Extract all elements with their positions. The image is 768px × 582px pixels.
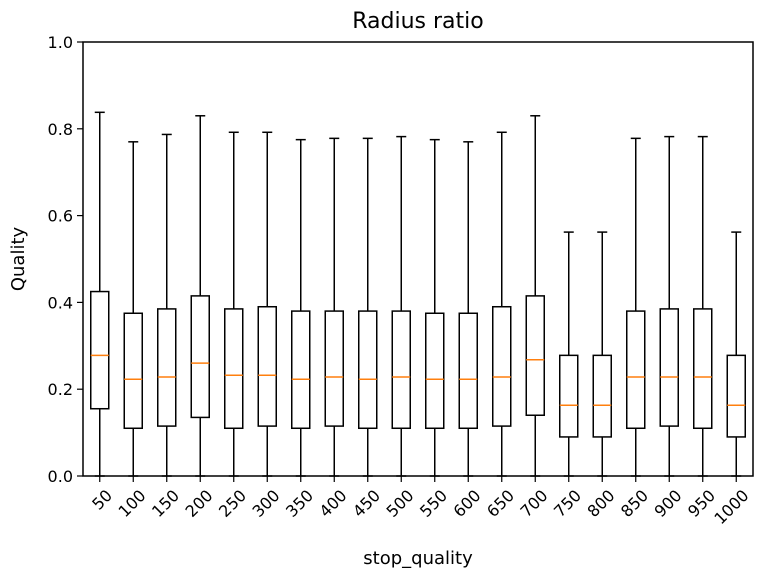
box-rect [492, 305, 512, 427]
box-rect [257, 305, 277, 427]
box-rect [90, 290, 110, 410]
box-rect [592, 354, 612, 438]
box-750 [559, 231, 579, 477]
box-rect [391, 310, 411, 430]
box-rect [123, 312, 143, 430]
x-axis-label: stop_quality [363, 548, 473, 569]
plot-frame [82, 41, 754, 477]
box-rect [358, 310, 378, 430]
box-500 [391, 135, 411, 477]
box-50 [90, 111, 110, 477]
box-600 [458, 141, 478, 477]
chart-title: Radius ratio [352, 9, 483, 34]
box-300 [257, 131, 277, 477]
box-350 [291, 138, 311, 477]
y-tick-label: 0.8 [48, 120, 73, 139]
y-tick-label: 0.2 [48, 380, 73, 399]
box-rect [425, 312, 445, 430]
box-rect [726, 354, 746, 438]
y-tick-label: 0.0 [48, 467, 73, 486]
box-150 [157, 133, 177, 477]
box-850 [626, 137, 646, 477]
box-rect [224, 308, 244, 430]
box-450 [358, 137, 378, 477]
box-700 [525, 115, 545, 477]
box-rect [659, 308, 679, 427]
box-rect [190, 295, 210, 419]
y-tick-label: 0.4 [48, 293, 73, 312]
box-rect [626, 310, 646, 430]
box-rect [291, 310, 311, 430]
y-axis-label: Quality [8, 226, 29, 291]
box-rect [157, 308, 177, 427]
box-rect [559, 354, 579, 438]
box-rect [458, 312, 478, 430]
box-rect [693, 308, 713, 430]
y-tick-label: 0.6 [48, 207, 73, 226]
y-tick-label: 1.0 [48, 33, 73, 52]
box-rect [525, 295, 545, 416]
box-rect [324, 310, 344, 427]
